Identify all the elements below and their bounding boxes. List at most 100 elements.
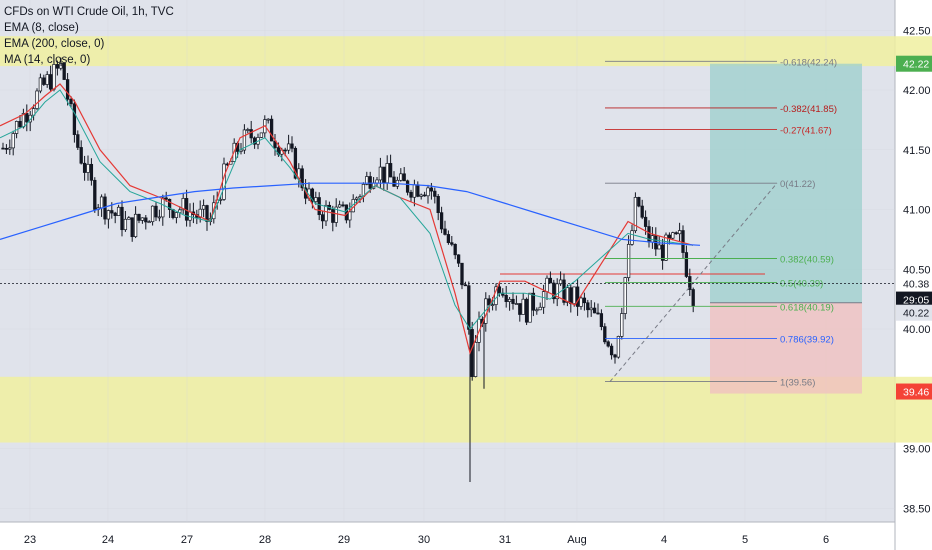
candle-body[interactable] (55, 64, 60, 69)
candle-body[interactable] (473, 342, 478, 377)
candle-body[interactable] (82, 162, 87, 173)
candle-body[interactable] (62, 62, 66, 80)
candle-body[interactable] (633, 197, 638, 232)
candle-body[interactable] (375, 179, 379, 184)
candle-body[interactable] (626, 244, 631, 278)
candle-body[interactable] (467, 285, 471, 330)
candle-body[interactable] (422, 194, 427, 197)
candle-body[interactable] (552, 282, 556, 300)
candle-body[interactable] (569, 287, 573, 305)
candle-body[interactable] (582, 297, 587, 304)
candle-body[interactable] (416, 184, 420, 197)
candle-body[interactable] (334, 206, 338, 223)
candle-body[interactable] (426, 187, 430, 197)
candle-body[interactable] (14, 121, 19, 134)
candle-body[interactable] (535, 309, 539, 312)
legend-ema8[interactable]: EMA (8, close) (4, 22, 79, 34)
candle-body[interactable] (463, 284, 468, 287)
candle-body[interactable] (147, 221, 151, 224)
candle-body[interactable] (341, 204, 345, 207)
candle-body[interactable] (86, 163, 90, 173)
candle-body[interactable] (385, 163, 389, 184)
candle-body[interactable] (205, 205, 209, 222)
candle-body[interactable] (487, 298, 491, 306)
candle-body[interactable] (123, 218, 128, 231)
candle-body[interactable] (331, 209, 335, 223)
candle-body[interactable] (684, 252, 689, 277)
candle-body[interactable] (412, 184, 417, 198)
candle-body[interactable] (150, 205, 155, 223)
candle-body[interactable] (637, 197, 641, 207)
stop-zone[interactable] (710, 302, 862, 394)
candle-body[interactable] (93, 179, 97, 210)
candle-body[interactable] (52, 64, 56, 90)
candle-body[interactable] (72, 103, 77, 135)
candle-body[interactable] (65, 79, 70, 100)
candle-body[interactable] (11, 133, 15, 149)
candle-body[interactable] (348, 211, 352, 221)
candle-body[interactable] (606, 341, 610, 347)
candle-body[interactable] (120, 206, 124, 231)
time-axis[interactable] (0, 522, 895, 550)
candle-body[interactable] (283, 149, 287, 152)
candle-body[interactable] (433, 190, 437, 197)
candle-body[interactable] (249, 129, 253, 139)
candle-body[interactable] (575, 286, 580, 307)
candle-body[interactable] (130, 217, 134, 238)
candle-body[interactable] (127, 217, 131, 220)
candle-body[interactable] (453, 243, 457, 256)
candle-body[interactable] (218, 199, 223, 201)
candle-body[interactable] (69, 98, 73, 105)
candle-body[interactable] (161, 197, 165, 218)
candle-body[interactable] (157, 216, 162, 219)
candle-body[interactable] (450, 242, 454, 245)
candle-body[interactable] (18, 121, 22, 128)
candle-body[interactable] (378, 166, 383, 181)
candle-body[interactable] (392, 176, 396, 187)
candle-body[interactable] (4, 147, 9, 150)
candle-body[interactable] (623, 277, 627, 314)
candle-body[interactable] (446, 234, 451, 243)
candle-body[interactable] (460, 262, 464, 286)
candle-body[interactable] (507, 298, 512, 303)
candle-body[interactable] (388, 163, 393, 178)
candle-body[interactable] (630, 230, 634, 245)
candle-body[interactable] (538, 306, 542, 311)
candle-body[interactable] (310, 188, 315, 203)
candle-body[interactable] (110, 210, 114, 214)
candle-body[interactable] (76, 134, 80, 148)
candle-body[interactable] (688, 276, 692, 290)
candle-body[interactable] (674, 232, 678, 235)
candle-body[interactable] (164, 197, 168, 200)
candle-body[interactable] (45, 74, 49, 85)
candle-body[interactable] (144, 217, 148, 223)
candle-body[interactable] (167, 198, 172, 210)
candle-body[interactable] (174, 212, 179, 218)
candle-body[interactable] (514, 303, 519, 305)
candle-body[interactable] (681, 230, 685, 253)
candle-body[interactable] (402, 173, 406, 182)
candle-body[interactable] (89, 163, 94, 181)
candle-body[interactable] (154, 205, 158, 218)
candle-body[interactable] (429, 187, 434, 192)
candle-body[interactable] (314, 197, 318, 203)
candle-body[interactable] (266, 118, 270, 121)
candle-body[interactable] (677, 230, 682, 235)
candle-body[interactable] (541, 291, 546, 308)
candle-body[interactable] (409, 191, 413, 198)
candle-body[interactable] (562, 279, 566, 303)
candle-body[interactable] (657, 244, 661, 250)
candle-body[interactable] (201, 205, 206, 210)
candle-body[interactable] (640, 205, 644, 218)
candle-body[interactable] (181, 198, 185, 211)
candle-body[interactable] (317, 197, 321, 216)
candle-body[interactable] (616, 336, 621, 358)
candle-body[interactable] (660, 244, 665, 261)
candle-body[interactable] (545, 277, 549, 292)
candle-body[interactable] (252, 137, 257, 145)
candle-body[interactable] (79, 147, 83, 164)
candle-body[interactable] (596, 312, 600, 315)
candle-body[interactable] (113, 212, 117, 216)
candle-body[interactable] (613, 354, 617, 358)
